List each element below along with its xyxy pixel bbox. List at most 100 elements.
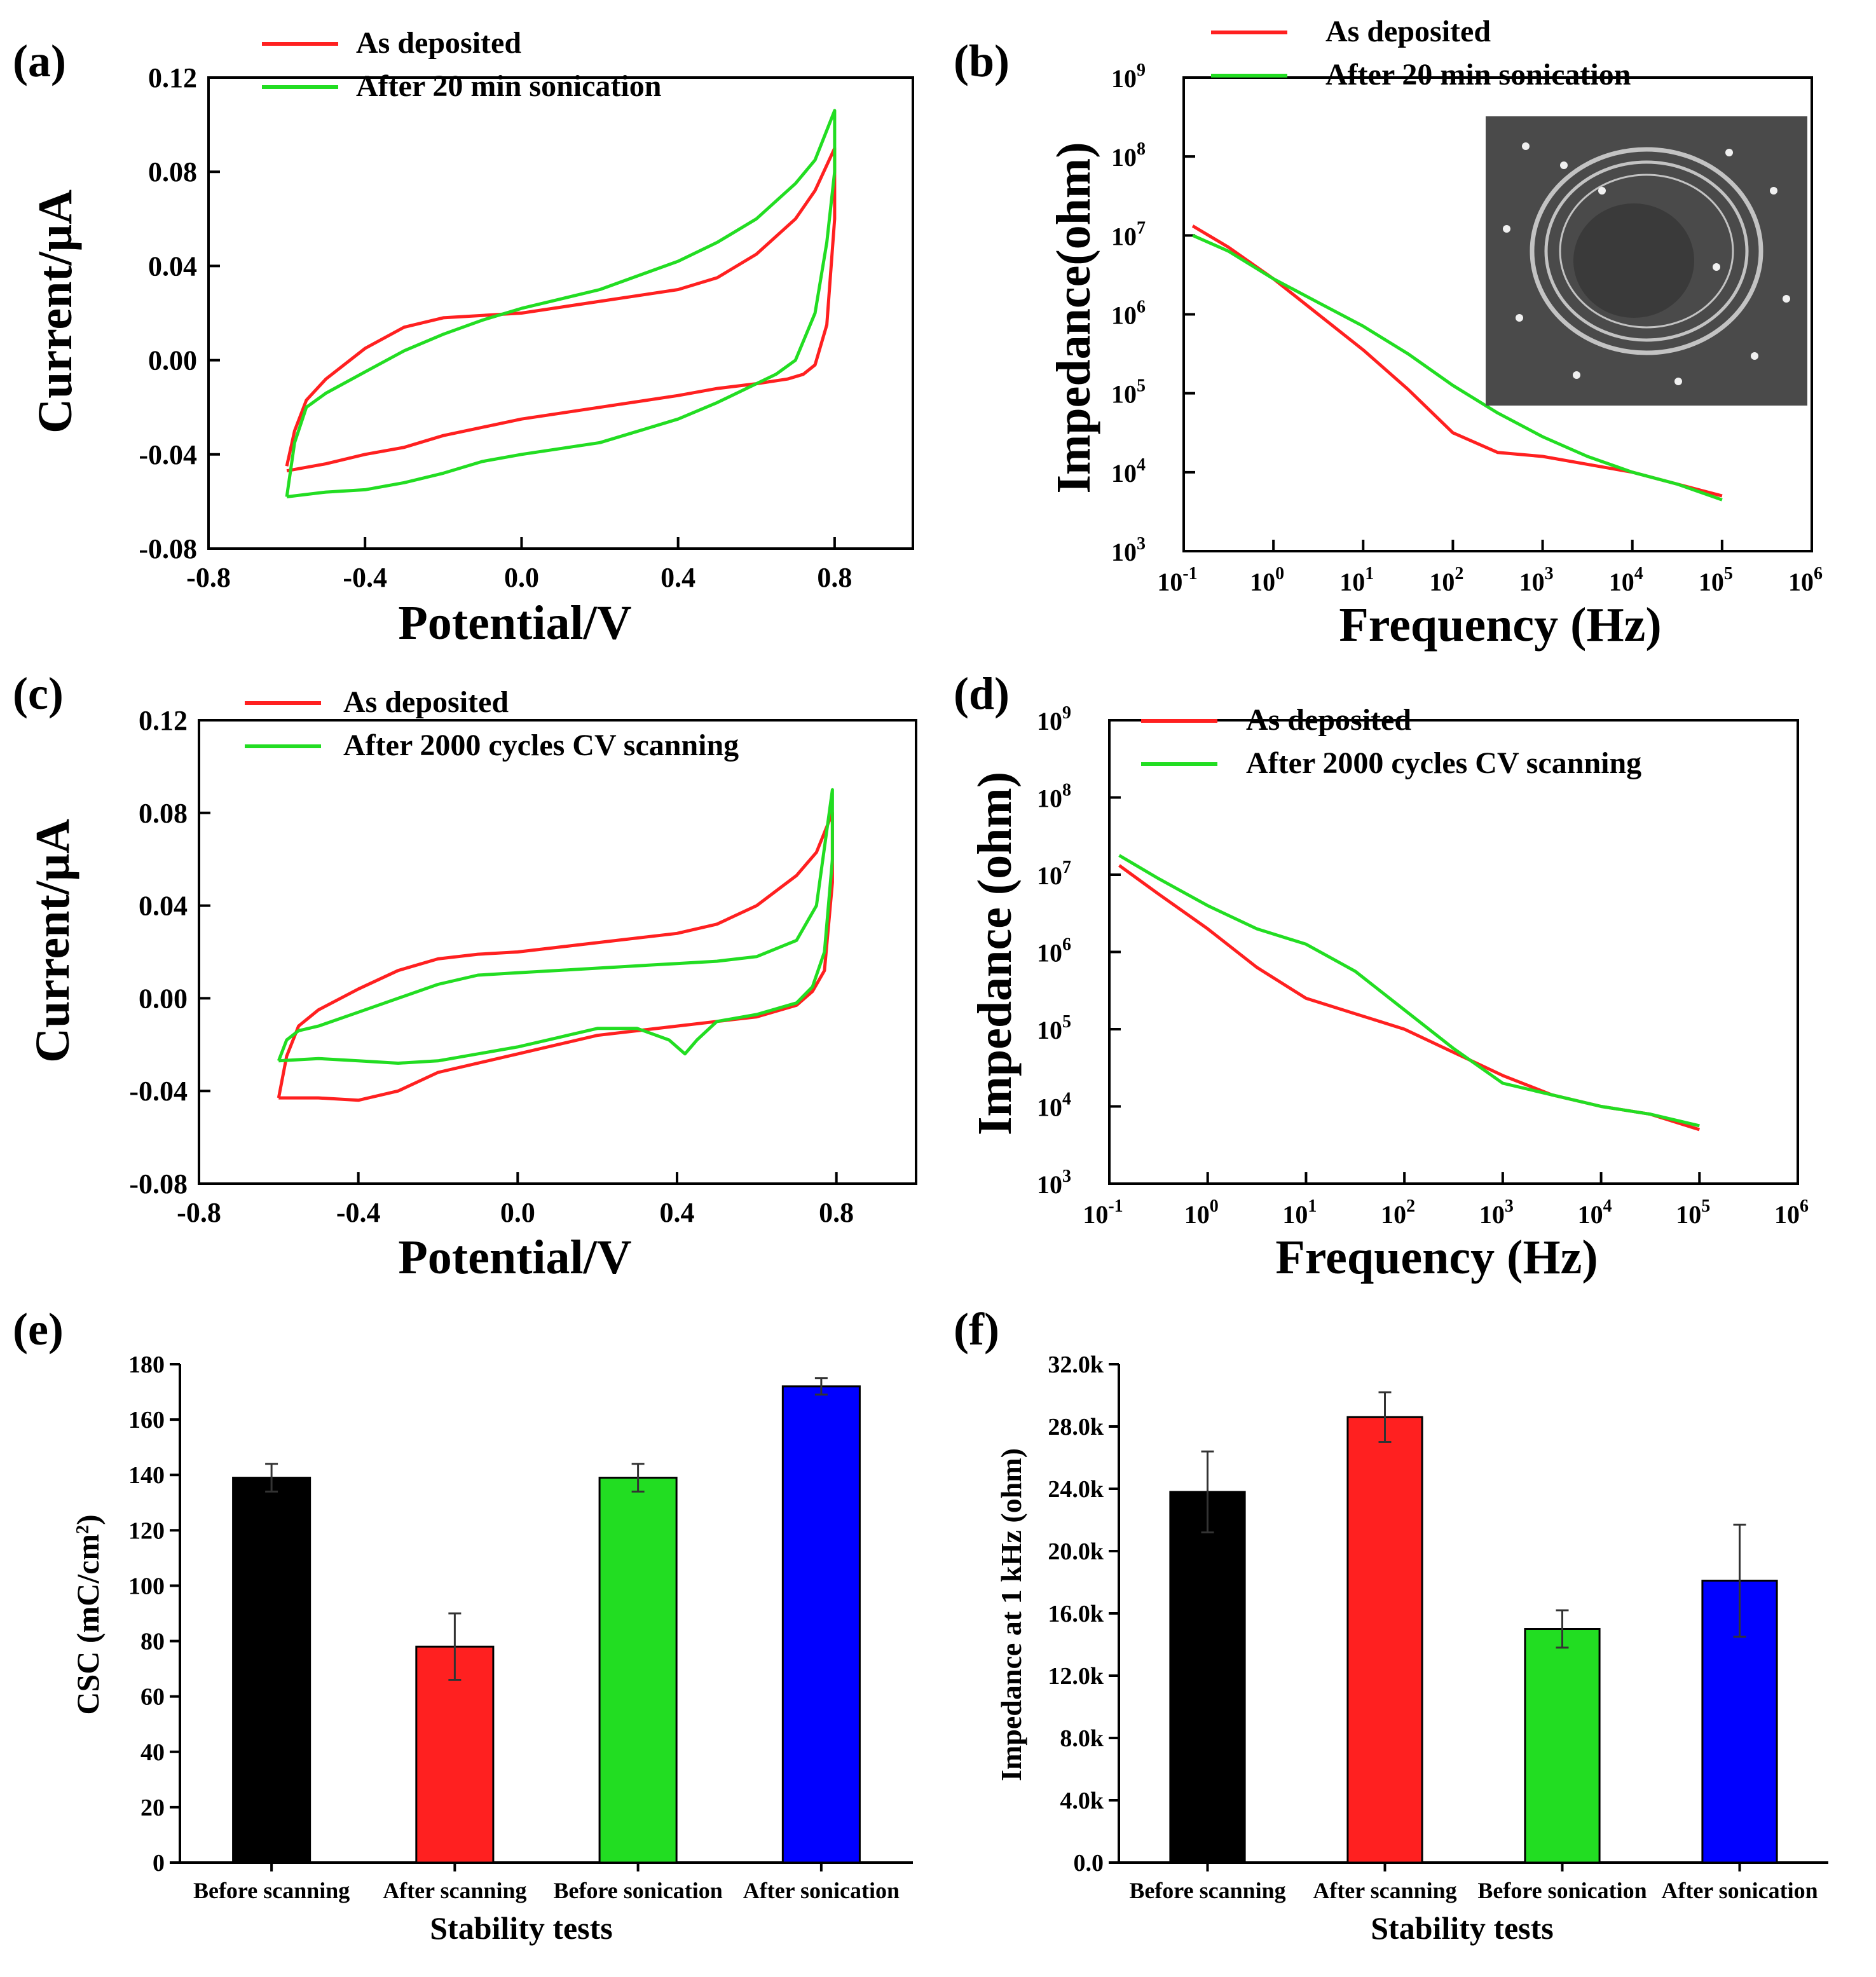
category-label: Before scanning: [193, 1878, 350, 1903]
bar-black: [232, 1477, 312, 1864]
x-tick-label: 0.0: [500, 1197, 535, 1228]
panel-f: (f) 0.0 4.0k 8.0k 12.0k 16.0k 20.0k 24.0k 28.0k 3…: [954, 1304, 1828, 1946]
y-tick-label: 0.04: [148, 250, 197, 282]
x-tick-label: 0.8: [819, 1197, 854, 1228]
y-tick-label: 16.0k: [1048, 1601, 1104, 1627]
y-axis-label: Current/μA: [26, 819, 79, 1063]
panel-label: (e): [13, 1304, 64, 1355]
x-tick-label: 100: [1184, 1196, 1219, 1229]
legend-label: As deposited: [1325, 15, 1491, 48]
cv-curve-green: [277, 788, 834, 1065]
x-tick-label: 0.8: [817, 562, 852, 593]
category-label: Before sonication: [553, 1878, 722, 1903]
sem-particle: [1713, 263, 1720, 271]
panel-label: (f): [954, 1304, 999, 1355]
y-tick-label: 0.00: [139, 983, 188, 1014]
y-tick-label: -0.04: [129, 1076, 188, 1107]
panel-c: (c) -0.08 -0.04 0.00 0.04 0.08 0.12 -0.8 -0.4 0.0…: [13, 668, 917, 1284]
y-tick-label: 20: [140, 1795, 165, 1821]
category-label: After sonication: [1661, 1878, 1818, 1903]
y-axis-label: Impedance(ohm): [1047, 142, 1100, 493]
y-tick-label: 140: [128, 1462, 165, 1489]
legend-label: As deposited: [356, 26, 521, 60]
sem-fiber-ring: [1544, 160, 1749, 342]
panel-label: (d): [954, 668, 1010, 719]
y-tick-label: 109: [1111, 60, 1146, 93]
y-tick-label: 106: [1111, 298, 1146, 330]
x-tick-label: 102: [1429, 564, 1463, 596]
category-label: Before sonication: [1477, 1878, 1647, 1903]
y-tick-label: 32.0k: [1048, 1351, 1104, 1378]
x-tick-label: 104: [1609, 564, 1643, 596]
bar-green: [598, 1477, 678, 1864]
y-tick-label: 0.0: [1074, 1850, 1104, 1877]
x-tick-label: 105: [1699, 564, 1733, 596]
y-tick-label: 0.04: [139, 891, 188, 922]
sem-particle: [1674, 378, 1682, 385]
y-tick-label: 28.0k: [1048, 1414, 1104, 1440]
y-tick-label: 109: [1037, 703, 1071, 735]
y-tick-label: 103: [1111, 534, 1146, 566]
y-tick-label: 0.08: [148, 156, 197, 188]
y-tick-label: 105: [1037, 1012, 1071, 1044]
y-tick-label: 20.0k: [1048, 1538, 1104, 1565]
y-tick-label: 108: [1037, 781, 1071, 813]
y-tick-label: 80: [140, 1629, 165, 1655]
sem-particle: [1770, 187, 1777, 195]
x-tick-label: 101: [1339, 564, 1374, 596]
cv-curve-red: [277, 811, 834, 1102]
category-label: Before scanning: [1129, 1878, 1285, 1903]
x-axis-label: Stability tests: [430, 1910, 613, 1946]
impedance-curve-green: [1118, 854, 1700, 1128]
sem-particle: [1522, 142, 1530, 150]
x-tick-label: 0.4: [661, 562, 695, 593]
category-label: After sonication: [743, 1878, 900, 1903]
cv-curve-red: [285, 146, 837, 473]
y-tick-label: 104: [1037, 1090, 1071, 1122]
sem-fiber-ring: [1530, 147, 1763, 355]
y-tick-label: 0.12: [148, 62, 197, 93]
y-tick-label: 24.0k: [1048, 1476, 1104, 1503]
x-tick-label: -0.4: [343, 562, 387, 593]
y-axis-label: CSC (mC/cm2): [70, 1514, 106, 1714]
legend-label: After 2000 cycles CV scanning: [1246, 746, 1641, 780]
sem-particle: [1751, 352, 1758, 360]
x-tick-label: -0.4: [336, 1197, 381, 1228]
sem-center-region: [1573, 203, 1694, 318]
x-tick-label: 102: [1381, 1196, 1415, 1229]
y-tick-label: 120: [128, 1517, 165, 1544]
legend-label: As deposited: [1246, 703, 1411, 737]
x-tick-label: 0.4: [660, 1197, 695, 1228]
panel-e: (e) 0 20 40 60 80 100 120 140 160 180 Before scanni…: [13, 1304, 913, 1946]
x-tick-label: -0.8: [177, 1197, 221, 1228]
sem-particle: [1560, 161, 1568, 169]
y-tick-label: 108: [1111, 139, 1146, 172]
x-tick-label: 10-1: [1157, 564, 1197, 596]
y-tick-label: -0.04: [139, 439, 197, 470]
x-tick-label: 104: [1578, 1196, 1612, 1229]
x-tick-label: 105: [1676, 1196, 1710, 1229]
x-tick-label: 100: [1250, 564, 1284, 596]
y-tick-label: 0.00: [148, 345, 197, 376]
x-tick-label: 106: [1788, 564, 1823, 596]
sem-particle: [1598, 187, 1606, 195]
y-tick-label: 0.12: [139, 705, 188, 736]
bar-blue: [781, 1385, 861, 1864]
x-tick-label: 103: [1519, 564, 1554, 596]
y-tick-label: 107: [1111, 218, 1146, 250]
sem-particle: [1503, 225, 1510, 233]
plot-frame: [198, 719, 917, 1185]
panel-label: (a): [13, 36, 66, 86]
bar-red: [415, 1645, 495, 1864]
category-label: After scanning: [383, 1878, 526, 1903]
y-tick-label: 8.0k: [1060, 1725, 1104, 1752]
x-tick-label: 106: [1774, 1196, 1809, 1229]
sem-particle: [1725, 149, 1733, 156]
legend-label: As deposited: [343, 685, 509, 719]
y-tick-label: 105: [1111, 376, 1146, 409]
x-axis-label: Frequency (Hz): [1339, 598, 1661, 652]
panel-d: (d) 103 104 105 106 107 108 109 10-1 100 101 102 103…: [954, 668, 1809, 1284]
x-axis-label: Stability tests: [1371, 1910, 1554, 1946]
legend-label: After 20 min sonication: [356, 69, 661, 103]
y-tick-label: -0.08: [139, 533, 197, 564]
